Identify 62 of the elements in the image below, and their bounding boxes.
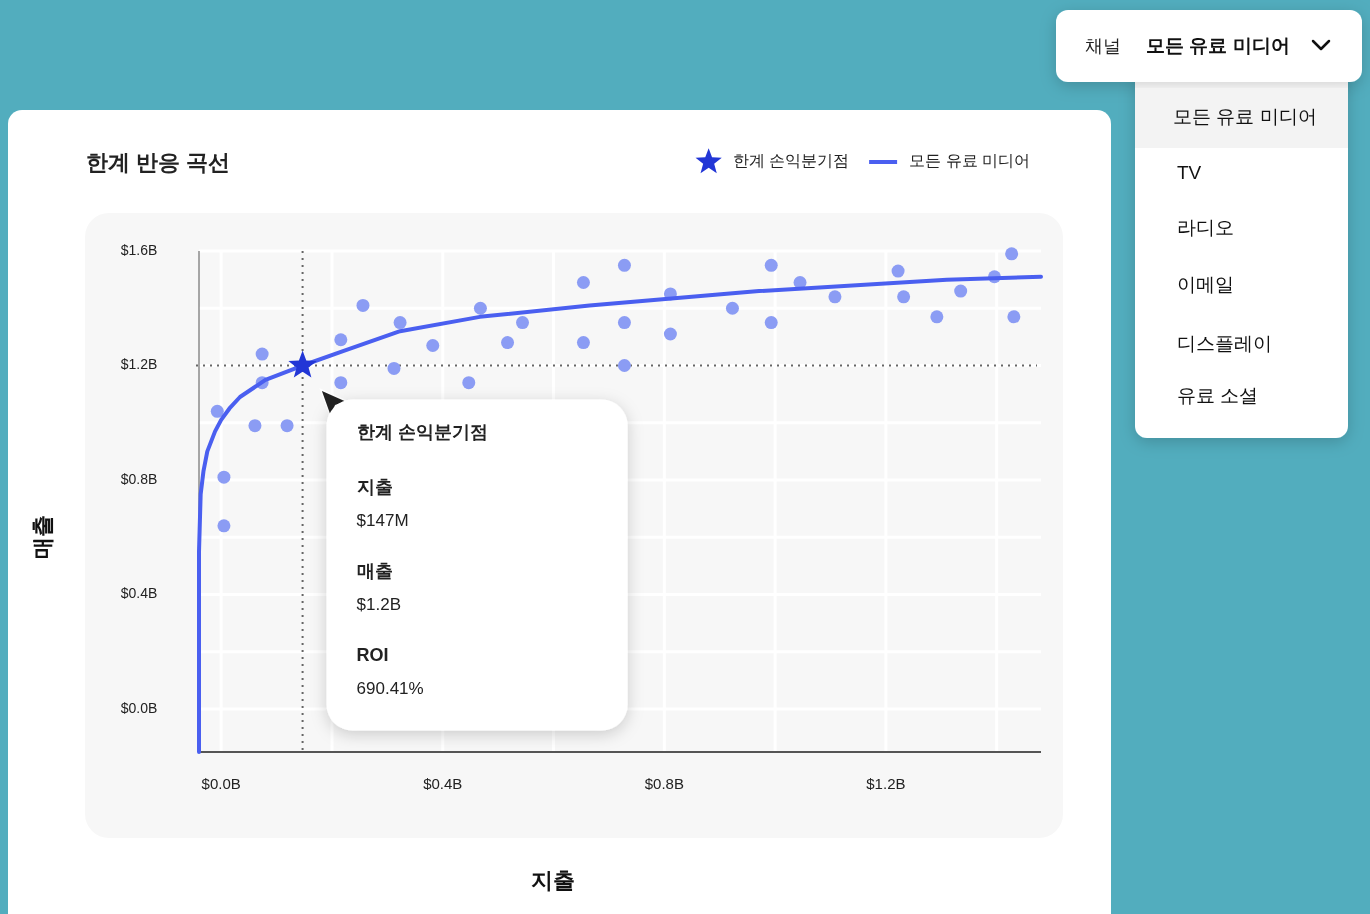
point [280,419,294,433]
point [516,316,530,330]
point [334,333,348,347]
point [426,338,440,352]
point [217,519,231,533]
point [1005,247,1019,261]
point [617,316,631,330]
point [356,298,370,312]
point [725,301,739,315]
y-tick-label: $1.2B [120,356,158,373]
point [334,376,348,390]
point [576,275,590,289]
point [663,327,677,341]
annotation: 690.41% [356,678,424,698]
x-tick-label: $1.2B [866,775,906,792]
point [954,284,968,298]
annotation: ROI [356,644,389,665]
annotation: $147M [356,510,409,530]
x-axis-title: 지출 [531,868,575,893]
point [387,361,401,375]
legend-label: 모든 유료 미디어 [909,152,1030,170]
point [462,376,476,390]
annotation: 지출 [356,476,393,497]
point [930,310,944,324]
point [248,419,262,433]
text: 채널 [1085,35,1121,56]
point [764,258,778,272]
legend-label: 한계 손익분기점 [732,152,850,170]
point [897,290,911,304]
y-axis-title: 매출 [30,515,55,559]
y-tick-label: $0.8B [120,470,158,487]
x-tick-label: $0.4B [423,775,463,792]
y-tick-label: $1.6B [120,241,158,258]
point [617,258,631,272]
x-tick-label: $0.8B [644,775,684,792]
text: 이메일 [1177,274,1234,296]
point [576,336,590,350]
y-tick-label: $0.4B [120,585,158,602]
y-tick-label: $0.0B [120,699,158,716]
text: 모든 유료 미디어 [1173,106,1317,128]
point [217,470,231,484]
point [473,301,487,315]
text: TV [1177,162,1202,184]
text: 모든 유료 미디어 [1146,35,1290,57]
point [393,316,407,330]
point [288,350,317,378]
annotation: 한계 손익분기점 [356,421,488,442]
annotation: 매출 [356,560,393,581]
text: 라디오 [1177,217,1234,239]
point [891,264,905,278]
point [255,347,269,361]
point [210,404,224,418]
annotation: $1.2B [356,594,402,614]
x-tick-label: $0.0B [201,775,241,792]
point [828,290,842,304]
point [764,316,778,330]
text: 유료 소셜 [1177,385,1259,407]
point [1007,310,1021,324]
point [501,336,515,350]
point [617,359,631,373]
text: 디스플레이 [1177,333,1272,355]
chart-title: 한계 반응 곡선 [86,150,231,175]
